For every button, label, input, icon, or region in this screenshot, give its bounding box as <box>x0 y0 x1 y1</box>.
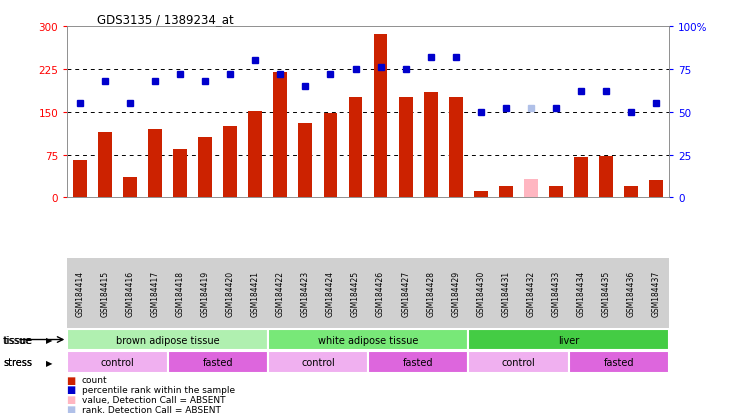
Text: white adipose tissue: white adipose tissue <box>318 335 418 345</box>
Bar <box>374 36 387 198</box>
Bar <box>67 329 268 351</box>
Text: GSM184423: GSM184423 <box>301 270 310 316</box>
Bar <box>649 181 663 198</box>
Text: tissue: tissue <box>4 335 33 345</box>
Text: GSM184421: GSM184421 <box>251 270 260 316</box>
Bar <box>298 124 312 198</box>
Bar <box>123 178 137 198</box>
Text: ■: ■ <box>66 375 75 385</box>
Text: ▶: ▶ <box>47 335 53 344</box>
Bar <box>198 138 212 198</box>
Text: GSM184419: GSM184419 <box>200 270 210 316</box>
Bar <box>469 351 569 373</box>
Bar <box>324 114 337 198</box>
Bar <box>73 161 87 198</box>
Text: GSM184426: GSM184426 <box>376 270 385 316</box>
Bar <box>268 351 368 373</box>
Text: ■: ■ <box>66 394 75 404</box>
Bar <box>148 130 162 198</box>
Bar <box>474 191 488 198</box>
Text: GSM184425: GSM184425 <box>351 270 360 316</box>
Text: GSM184427: GSM184427 <box>401 270 410 316</box>
Text: GSM184435: GSM184435 <box>602 270 610 316</box>
Text: liver: liver <box>558 335 579 345</box>
Text: ■: ■ <box>66 385 75 394</box>
Text: rank, Detection Call = ABSENT: rank, Detection Call = ABSENT <box>82 405 221 413</box>
Bar <box>599 157 613 198</box>
Text: stress: stress <box>4 357 33 368</box>
Bar <box>569 351 669 373</box>
Bar <box>98 133 112 198</box>
Bar <box>524 180 538 198</box>
Bar <box>399 98 412 198</box>
Text: control: control <box>100 357 135 368</box>
Text: value, Detection Call = ABSENT: value, Detection Call = ABSENT <box>82 395 225 404</box>
Text: ■: ■ <box>66 404 75 413</box>
Bar <box>273 72 287 198</box>
Text: GDS3135 / 1389234_at: GDS3135 / 1389234_at <box>97 13 234 26</box>
Text: count: count <box>82 375 107 385</box>
Bar <box>549 187 563 198</box>
Bar <box>499 187 513 198</box>
Text: GSM184418: GSM184418 <box>175 270 184 316</box>
Bar <box>624 187 638 198</box>
Bar <box>167 351 268 373</box>
Bar <box>449 98 463 198</box>
Text: fasted: fasted <box>403 357 433 368</box>
Text: ▶: ▶ <box>47 358 53 367</box>
Text: GSM184424: GSM184424 <box>326 270 335 316</box>
Bar <box>424 93 438 198</box>
Bar <box>368 351 469 373</box>
Text: GSM184433: GSM184433 <box>552 270 561 316</box>
Text: control: control <box>301 357 335 368</box>
Text: stress: stress <box>3 357 32 368</box>
Bar <box>268 329 469 351</box>
Bar <box>249 111 262 198</box>
Text: fasted: fasted <box>604 357 634 368</box>
Text: GSM184431: GSM184431 <box>501 270 510 316</box>
Text: GSM184436: GSM184436 <box>626 270 636 316</box>
Bar <box>67 351 167 373</box>
Text: GSM184416: GSM184416 <box>126 270 135 316</box>
Text: GSM184428: GSM184428 <box>426 270 435 316</box>
Bar <box>173 150 187 198</box>
Text: GSM184415: GSM184415 <box>100 270 110 316</box>
Text: brown adipose tissue: brown adipose tissue <box>115 335 219 345</box>
Text: fasted: fasted <box>202 357 233 368</box>
Text: GSM184437: GSM184437 <box>652 270 661 316</box>
Text: GSM184434: GSM184434 <box>577 270 586 316</box>
Bar <box>223 127 237 198</box>
Text: tissue: tissue <box>3 335 32 345</box>
Bar <box>349 98 363 198</box>
Text: GSM184430: GSM184430 <box>477 270 485 316</box>
Text: GSM184414: GSM184414 <box>75 270 84 316</box>
Text: GSM184432: GSM184432 <box>526 270 536 316</box>
Text: GSM184420: GSM184420 <box>226 270 235 316</box>
Text: GSM184429: GSM184429 <box>451 270 461 316</box>
Text: GSM184422: GSM184422 <box>276 270 285 316</box>
Bar <box>575 158 588 198</box>
Text: control: control <box>501 357 535 368</box>
Bar <box>469 329 669 351</box>
Text: percentile rank within the sample: percentile rank within the sample <box>82 385 235 394</box>
Text: GSM184417: GSM184417 <box>151 270 159 316</box>
